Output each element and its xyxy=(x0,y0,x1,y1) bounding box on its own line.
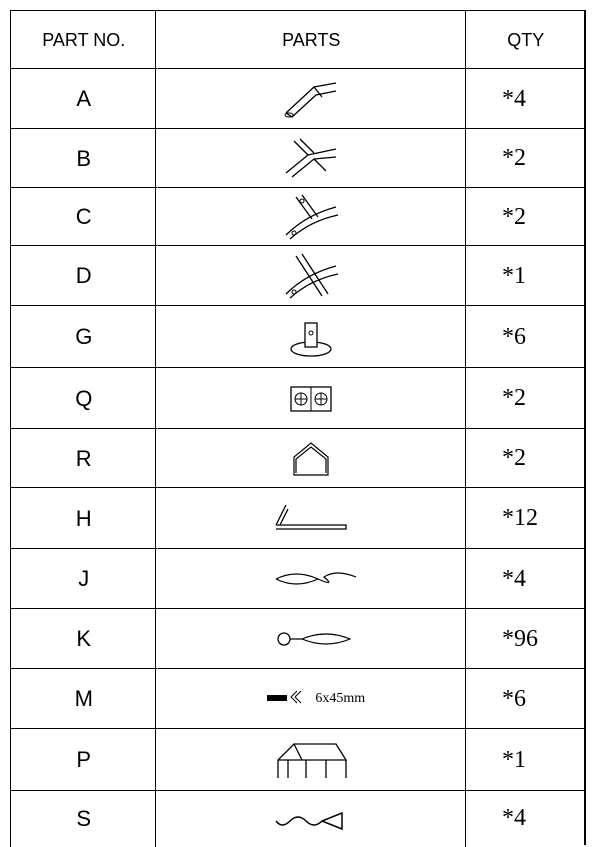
quantity: *2 xyxy=(465,367,586,430)
part-icon xyxy=(285,194,339,240)
part-image xyxy=(155,428,467,489)
part-image xyxy=(155,608,467,670)
part-image xyxy=(155,128,467,189)
part-icon xyxy=(275,572,357,585)
part-no: P xyxy=(10,728,157,792)
quantity: *6 xyxy=(465,668,586,730)
part-no: S xyxy=(10,790,157,847)
part-no: K xyxy=(10,608,157,670)
quantity: *2 xyxy=(465,428,586,489)
part-no: Q xyxy=(10,367,157,430)
header-cell: PARTS xyxy=(155,10,467,70)
part-image xyxy=(155,245,467,307)
quantity: *1 xyxy=(465,728,586,792)
part-icon xyxy=(293,441,329,476)
part-icon xyxy=(290,322,332,357)
part-no: B xyxy=(10,128,157,189)
quantity: *1 xyxy=(465,245,586,307)
quantity: *2 xyxy=(465,187,586,247)
quantity: *4 xyxy=(465,548,586,610)
table-border xyxy=(584,10,586,845)
part-no: C xyxy=(10,187,157,247)
quantity: *4 xyxy=(465,68,586,130)
part-image xyxy=(155,548,467,610)
header-cell: QTY xyxy=(465,10,586,70)
quantity: *12 xyxy=(465,487,586,550)
part-no: G xyxy=(10,305,157,369)
part-image xyxy=(155,367,467,430)
part-no: H xyxy=(10,487,157,550)
part-icon xyxy=(285,138,337,178)
quantity: *6 xyxy=(465,305,586,369)
part-image xyxy=(155,728,467,792)
quantity: *4 xyxy=(465,790,586,847)
part-icon xyxy=(275,811,343,830)
part-image xyxy=(155,187,467,247)
part-image xyxy=(155,305,467,369)
part-icon xyxy=(275,504,347,530)
part-image xyxy=(155,790,467,847)
part-no: M xyxy=(10,668,157,730)
part-image xyxy=(155,68,467,130)
part-no: R xyxy=(10,428,157,489)
header-cell: PART NO. xyxy=(10,10,157,70)
part-icon xyxy=(285,253,339,299)
part-icon xyxy=(290,386,332,412)
part-icon xyxy=(284,82,337,119)
part-spec: 6x45mm xyxy=(315,691,366,707)
part-no: A xyxy=(10,68,157,130)
part-icon xyxy=(267,690,302,704)
quantity: *2 xyxy=(465,128,586,189)
part-icon xyxy=(277,743,348,779)
part-image xyxy=(155,487,467,550)
quantity: *96 xyxy=(465,608,586,670)
part-no: J xyxy=(10,548,157,610)
part-image: 6x45mm xyxy=(155,668,467,730)
part-icon xyxy=(277,632,352,646)
part-no: D xyxy=(10,245,157,307)
